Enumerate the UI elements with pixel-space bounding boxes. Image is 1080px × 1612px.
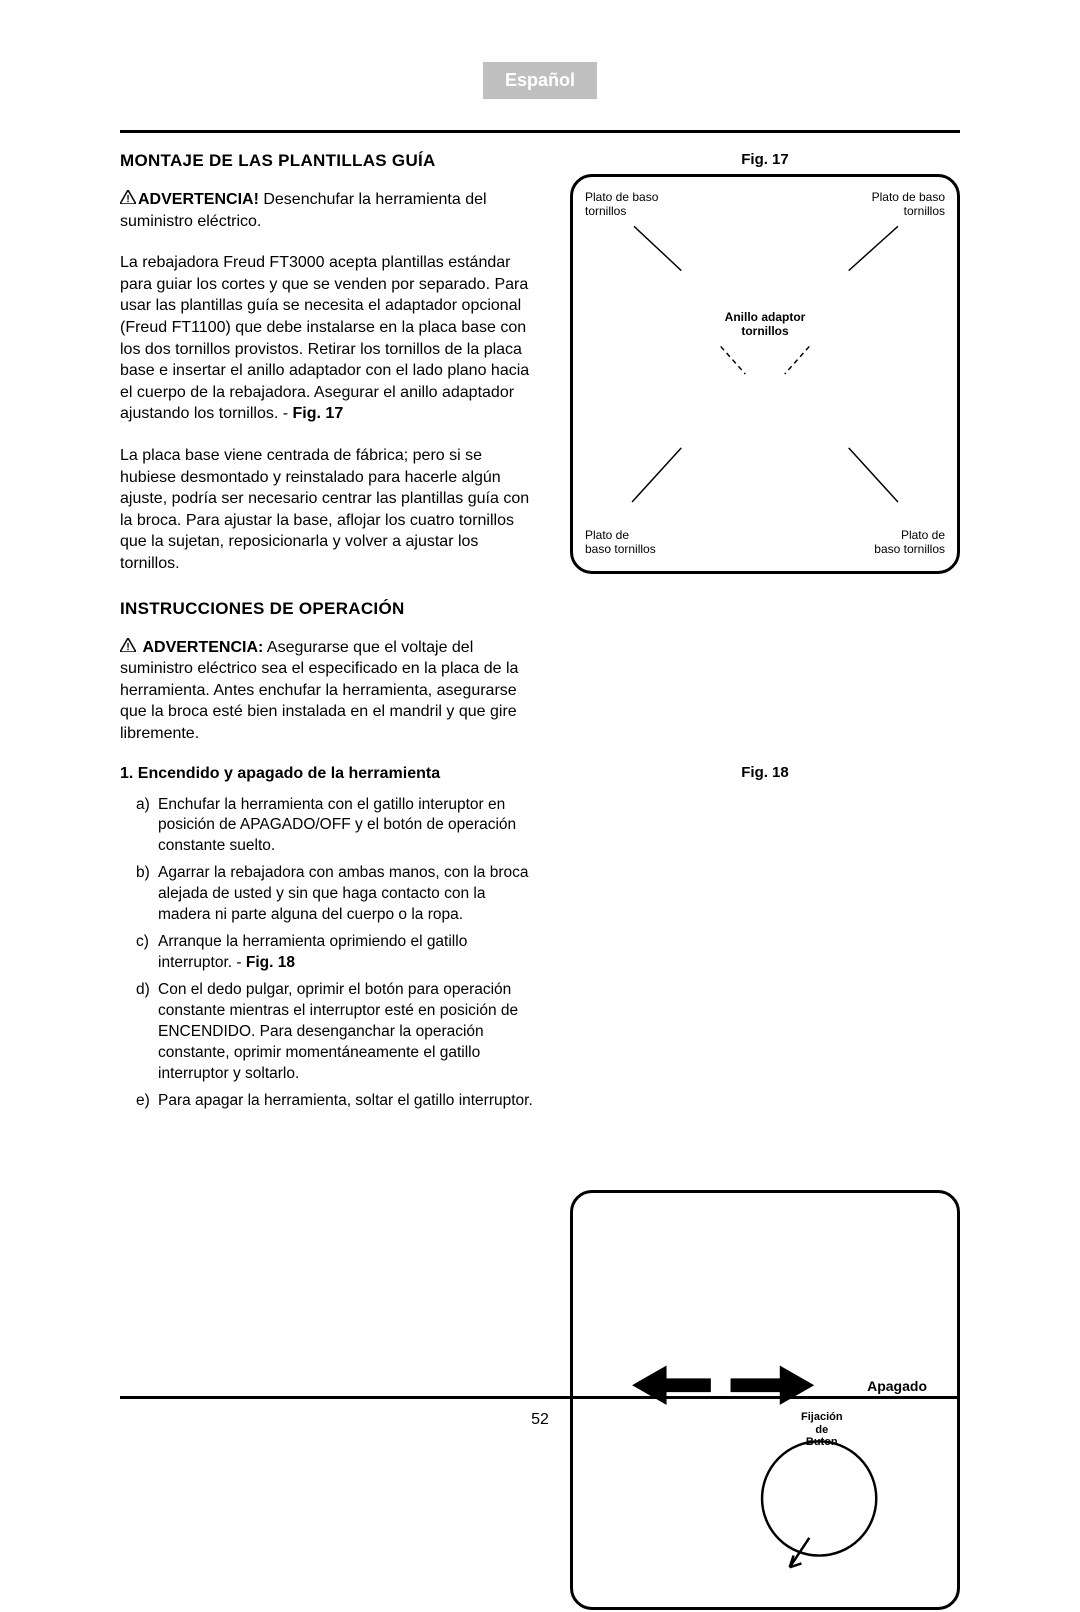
list-marker: e) bbox=[136, 1091, 150, 1112]
list-text: Arranque la herramienta oprimiendo el ga… bbox=[158, 933, 467, 971]
fig17-label-center: Anillo adaptortornillos bbox=[725, 311, 806, 339]
list-text: Enchufar la herramienta con el gatillo i… bbox=[158, 796, 516, 855]
warning-label-2: ADVERTENCIA: bbox=[142, 639, 263, 656]
bottom-divider bbox=[120, 1396, 960, 1399]
steps-list: a) Enchufar la herramienta con el gatillo… bbox=[120, 795, 540, 1112]
subheading-1: 1. Encendido y apagado de la herramienta bbox=[120, 765, 540, 783]
list-text: Para apagar la herramienta, soltar el ga… bbox=[158, 1092, 533, 1109]
list-item: b)Agarrar la rebajadora con ambas manos,… bbox=[158, 863, 540, 926]
fig-ref-18: Fig. 18 bbox=[246, 954, 295, 971]
fig17-label-tl: Plato de basotornillos bbox=[585, 191, 658, 219]
list-item: a)Enchufar la herramienta con el gatillo… bbox=[158, 795, 540, 858]
paragraph-2: La placa base viene centrada de fábrica;… bbox=[120, 445, 540, 575]
fig18-fijacion: FijacióndeButon bbox=[801, 1411, 843, 1449]
warning-icon: ! bbox=[120, 637, 136, 659]
list-marker: b) bbox=[136, 863, 150, 884]
fig18-label: Fig. 18 bbox=[570, 764, 960, 1184]
list-marker: d) bbox=[136, 980, 150, 1001]
page-content: MONTAJE DE LAS PLANTILLAS GUÍA ! ADVERTE… bbox=[120, 151, 960, 1610]
warning-icon: ! bbox=[120, 189, 136, 211]
figure-17: Plato de basotornillos Plato de basotorn… bbox=[570, 174, 960, 574]
section-heading-1: MONTAJE DE LAS PLANTILLAS GUÍA bbox=[120, 151, 540, 171]
fig17-svg bbox=[573, 177, 957, 571]
svg-text:!: ! bbox=[126, 642, 129, 652]
svg-text:!: ! bbox=[126, 194, 129, 204]
list-item: d)Con el dedo pulgar, oprimir el botón p… bbox=[158, 980, 540, 1085]
left-column: MONTAJE DE LAS PLANTILLAS GUÍA ! ADVERTE… bbox=[120, 151, 540, 1610]
fig-ref-17: Fig. 17 bbox=[293, 405, 344, 422]
warning-label-1: ADVERTENCIA! bbox=[138, 191, 259, 208]
list-text: Con el dedo pulgar, oprimir el botón par… bbox=[158, 981, 518, 1082]
figure-18: Apagado FijacióndeButon bbox=[570, 1190, 960, 1610]
fig17-label-br: Plato debaso tornillos bbox=[874, 529, 945, 557]
right-column: Fig. 17 Plato de basotornillos Plato de … bbox=[570, 151, 960, 1610]
paragraph-1: La rebajadora Freud FT3000 acepta planti… bbox=[120, 252, 540, 425]
top-divider bbox=[120, 130, 960, 133]
page-number: 52 bbox=[531, 1411, 549, 1429]
section-heading-2: INSTRUCCIONES DE OPERACIÓN bbox=[120, 599, 540, 619]
fig17-label-tr: Plato de basotornillos bbox=[872, 191, 945, 219]
warning-paragraph-1: ! ADVERTENCIA! Desenchufar la herramient… bbox=[120, 189, 540, 232]
fig18-svg bbox=[573, 1193, 957, 1607]
fig18-apagado: Apagado bbox=[867, 1378, 927, 1394]
warning-paragraph-2: ! ADVERTENCIA: Asegurarse que el voltaje… bbox=[120, 637, 540, 745]
list-item: c)Arranque la herramienta oprimiendo el … bbox=[158, 932, 540, 974]
language-tab: Español bbox=[483, 62, 597, 99]
list-item: e)Para apagar la herramienta, soltar el … bbox=[158, 1091, 540, 1112]
fig17-label-bl: Plato debaso tornillos bbox=[585, 529, 656, 557]
list-text: Agarrar la rebajadora con ambas manos, c… bbox=[158, 864, 528, 923]
paragraph-1-text: La rebajadora Freud FT3000 acepta planti… bbox=[120, 254, 529, 422]
list-marker: a) bbox=[136, 795, 150, 816]
fig17-label: Fig. 17 bbox=[570, 151, 960, 168]
list-marker: c) bbox=[136, 932, 149, 953]
